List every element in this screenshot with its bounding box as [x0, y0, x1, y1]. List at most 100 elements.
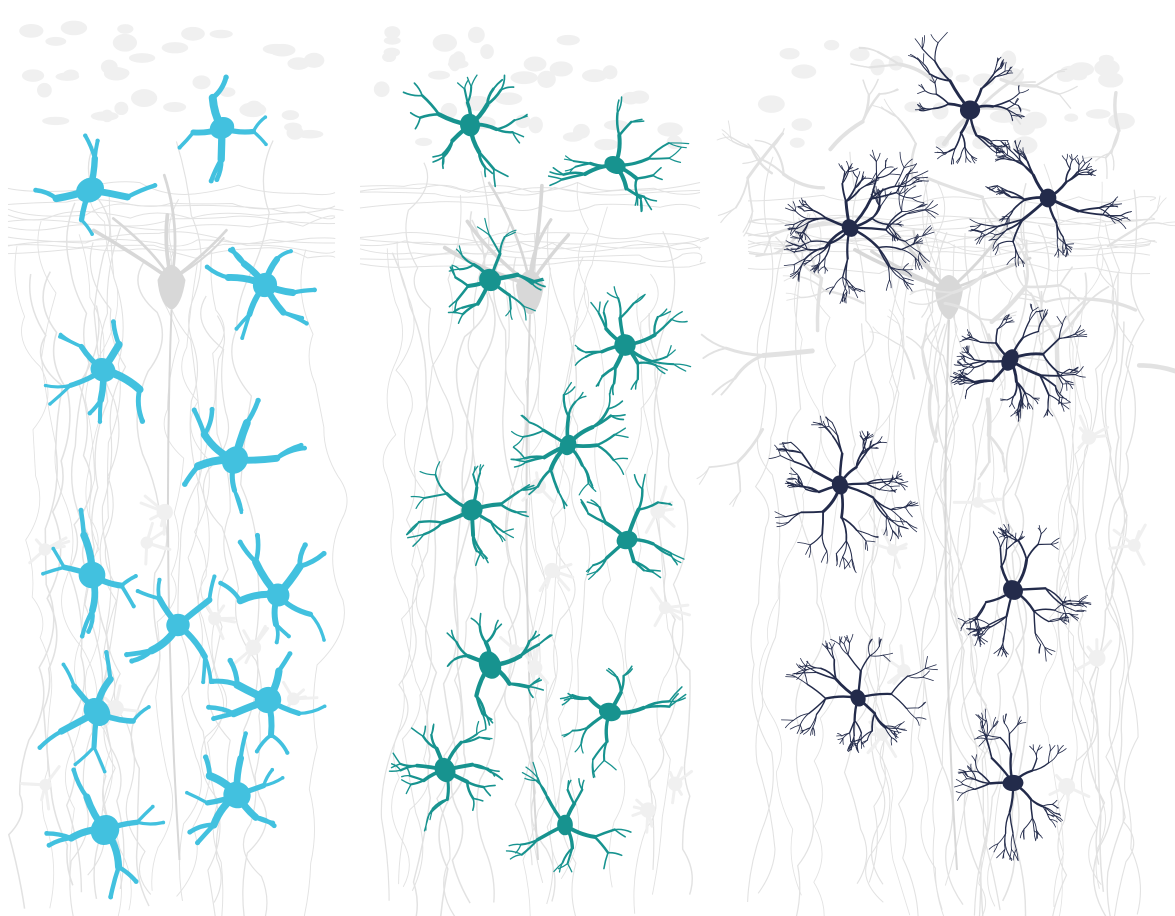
- cell-process: [914, 257, 920, 270]
- background-fiber: [747, 194, 1157, 204]
- cell-process: [1112, 196, 1119, 205]
- background-glia-process: [673, 769, 694, 786]
- cell-process: [408, 774, 425, 782]
- cell-process: [833, 276, 844, 288]
- cell-process: [889, 489, 898, 492]
- cell-process: [746, 132, 784, 180]
- cell-process: [839, 644, 849, 656]
- background-glia-process: [22, 782, 47, 787]
- cell-process: [858, 46, 879, 53]
- cell-process: [492, 168, 509, 178]
- cell-process: [815, 276, 824, 333]
- cell-process: [955, 791, 964, 794]
- cell-process: [963, 788, 976, 794]
- cell-process: [860, 741, 865, 748]
- cell-process: [1055, 815, 1063, 821]
- cell-process: [809, 533, 823, 546]
- background-nucleus: [594, 138, 619, 151]
- cell-process: [479, 612, 482, 628]
- cell-process: [1012, 241, 1020, 258]
- cell-process: [960, 132, 966, 148]
- cell-process: [275, 249, 293, 261]
- cell-process: [601, 365, 617, 378]
- cell-process: [922, 62, 931, 75]
- cell-process: [1031, 762, 1050, 772]
- cell-process: [513, 461, 528, 468]
- cell-process-tip: [124, 652, 130, 658]
- cell-process-tip: [204, 264, 210, 270]
- background-fiber: [359, 187, 701, 198]
- cell-process: [92, 745, 107, 774]
- cell-process: [877, 189, 880, 197]
- cell-process: [652, 166, 662, 177]
- cell-process: [1113, 90, 1121, 133]
- cell-process: [904, 185, 917, 195]
- cell-process: [835, 553, 838, 565]
- cell-process: [924, 664, 937, 669]
- cell-process: [837, 733, 843, 737]
- cell-process: [795, 676, 808, 685]
- cell-process: [845, 257, 849, 280]
- cell-process: [585, 564, 594, 573]
- microglia-cell: [510, 381, 629, 510]
- background-axon: [525, 314, 539, 861]
- cell-process: [527, 686, 534, 699]
- cell-process: [907, 675, 924, 679]
- cell-process: [868, 533, 879, 537]
- background-nucleus: [789, 137, 805, 148]
- cell-process: [870, 217, 888, 226]
- cell-process-tip: [280, 776, 285, 780]
- cell-process: [964, 146, 967, 157]
- cell-process: [1161, 223, 1175, 227]
- cell-process: [73, 745, 96, 766]
- cell-process: [390, 763, 402, 772]
- cell-process: [901, 345, 916, 380]
- cell-process: [297, 704, 327, 716]
- cell-process: [980, 76, 996, 90]
- cell-process: [79, 218, 94, 236]
- cell-process: [595, 556, 608, 573]
- cell-process: [890, 267, 904, 279]
- cell-process: [919, 102, 924, 109]
- background-glia-process: [43, 765, 61, 787]
- cell-process: [1004, 61, 1007, 72]
- cell-process-tip: [264, 142, 268, 147]
- background-fiber: [648, 313, 693, 895]
- cell-process: [571, 726, 590, 732]
- cell-process: [657, 501, 673, 506]
- cell-process: [978, 730, 987, 736]
- cell-process: [549, 178, 564, 187]
- background-nucleus: [791, 64, 817, 79]
- cell-process: [769, 226, 804, 238]
- cell-soma: [831, 475, 849, 495]
- cell-process: [1156, 197, 1167, 211]
- cell-process: [956, 156, 962, 164]
- cell-process: [951, 157, 953, 165]
- cell-process: [885, 514, 888, 528]
- cell-process: [1110, 215, 1123, 221]
- cell-process-tip: [177, 145, 182, 150]
- cell-soma: [90, 814, 120, 846]
- background-glia-process: [533, 666, 549, 685]
- cell-process: [448, 299, 458, 308]
- cell-process: [988, 145, 998, 154]
- cell-process: [37, 729, 64, 750]
- microglia-cell: [124, 574, 217, 685]
- cell-process: [607, 392, 611, 410]
- background-nucleus: [373, 81, 390, 98]
- cell-process: [1014, 407, 1019, 413]
- cell-process: [455, 284, 470, 302]
- cell-process: [742, 158, 761, 165]
- cell-process: [919, 251, 930, 262]
- cell-process: [885, 191, 892, 199]
- cell-process: [826, 417, 830, 427]
- cell-process: [996, 56, 1002, 65]
- cell-process: [902, 277, 909, 287]
- cell-soma: [78, 561, 106, 589]
- cell-process: [973, 601, 987, 621]
- cell-process: [729, 490, 741, 506]
- cell-process: [919, 251, 927, 264]
- cell-process: [470, 74, 478, 88]
- cell-process: [916, 203, 928, 209]
- cell-process: [967, 345, 970, 353]
